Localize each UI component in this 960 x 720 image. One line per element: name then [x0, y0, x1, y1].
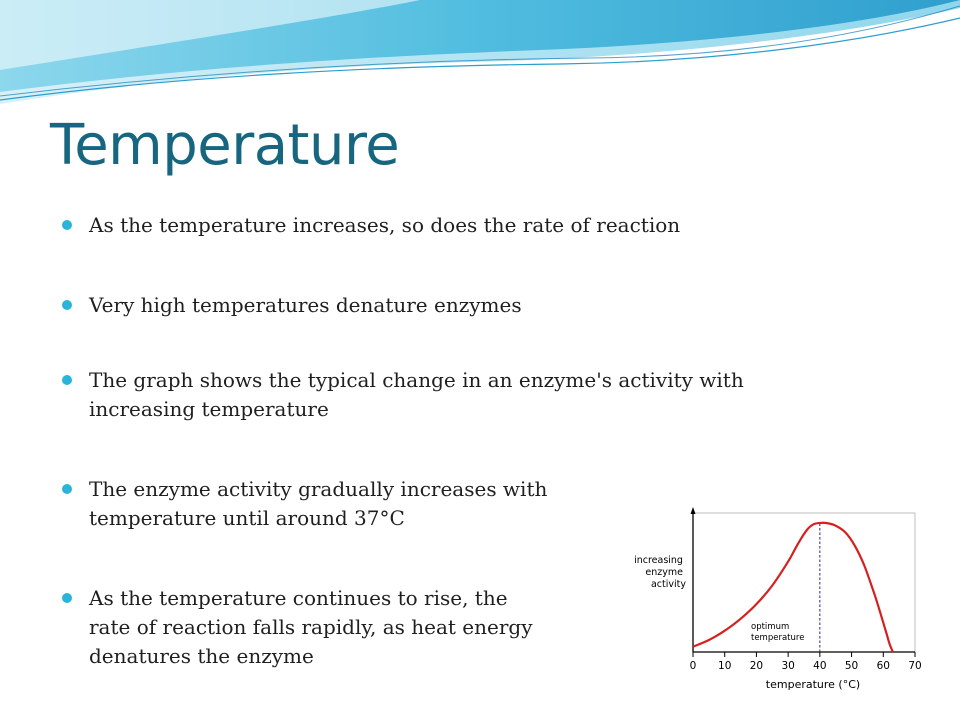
- bullet-icon: [62, 484, 72, 494]
- optimum-label: optimum temperature: [751, 622, 804, 643]
- bullet-icon: [62, 375, 72, 385]
- bullet-text: The enzyme activity gradually increases …: [89, 477, 548, 530]
- y-axis-arrow-icon: [690, 507, 696, 514]
- slide-title: Temperature: [50, 113, 400, 178]
- x-tick-label: 70: [908, 660, 921, 672]
- x-tick-label: 60: [877, 660, 890, 672]
- x-tick-label: 10: [718, 660, 731, 672]
- chart-svg: 0 10 20 30 40 50 60 70 increasing enzyme activi…: [634, 507, 922, 691]
- x-tick-label: 0: [690, 660, 697, 672]
- bullet-text: As the temperature increases, so does th…: [89, 213, 681, 237]
- bullet-text: As the temperature continues to rise, th…: [89, 586, 533, 668]
- y-axis-label: increasing enzyme activity: [634, 555, 686, 590]
- bullet-icon: [62, 593, 72, 603]
- bullet-icon: [62, 220, 72, 230]
- header-wave-decoration: [0, 0, 960, 104]
- series-activity-curve: [692, 521, 894, 653]
- bullet-text: The graph shows the typical change in an…: [89, 368, 744, 421]
- enzyme-activity-chart: 0 10 20 30 40 50 60 70 increasing enzyme activi…: [620, 497, 938, 697]
- bullet-icon: [62, 300, 72, 310]
- x-axis-label: temperature (°C): [766, 678, 860, 691]
- x-tick-label: 30: [781, 660, 794, 672]
- x-tick-label: 50: [845, 660, 858, 672]
- x-tick-label: 40: [813, 660, 826, 672]
- bullet-text: Very high temperatures denature enzymes: [89, 293, 522, 317]
- x-tick-label: 20: [750, 660, 763, 672]
- x-ticks: 0 10 20 30 40 50 60 70: [690, 652, 922, 672]
